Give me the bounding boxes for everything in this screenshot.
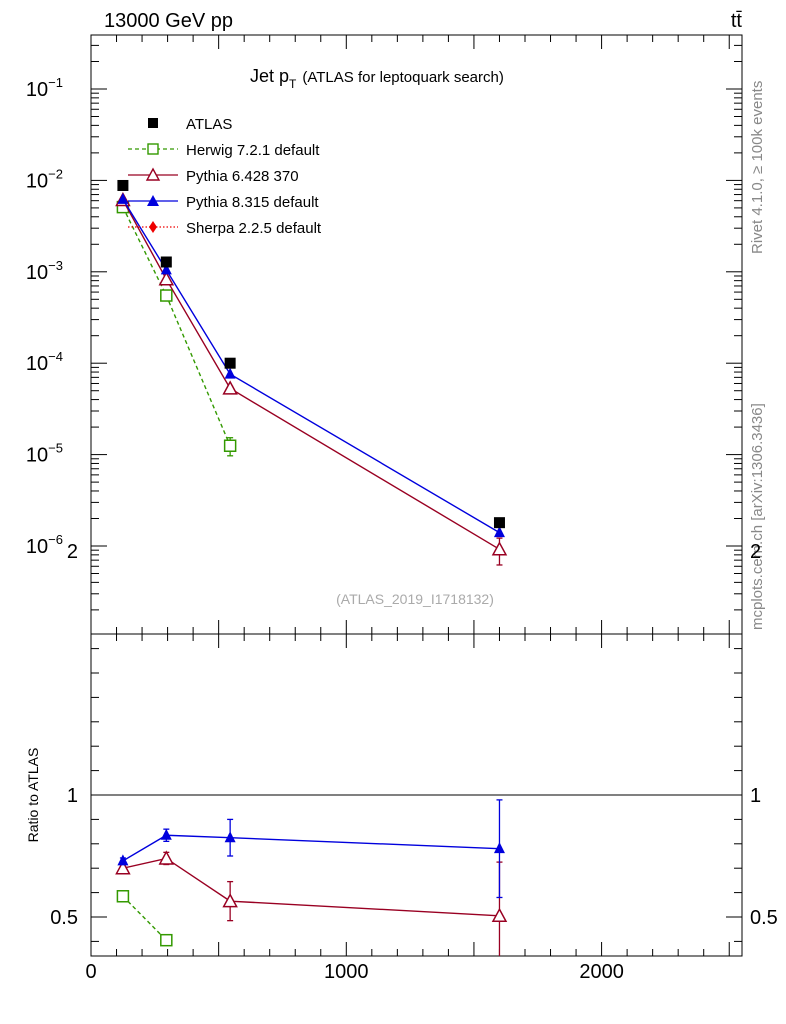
legend-label-sherpa: Sherpa 2.2.5 default xyxy=(186,220,322,237)
x-tick-label: 0 xyxy=(85,961,96,983)
y-tick-label-base: 10 xyxy=(26,353,48,375)
series-pythia-6-428-370 xyxy=(115,191,508,566)
data-point xyxy=(160,263,172,275)
data-point xyxy=(116,890,130,903)
x-tick-label: 1000 xyxy=(324,961,369,983)
ratio-ticks xyxy=(90,634,742,956)
legend-label-pythia8: Pythia 8.315 default xyxy=(186,194,319,211)
series-pythia-8-315-default xyxy=(117,192,505,538)
main-series xyxy=(115,179,508,566)
mcplots-label: mcplots.cern.ch [arXiv:1306.3436] xyxy=(749,403,766,630)
legend-marker-herwig xyxy=(147,143,159,155)
series-herwig-7-2-1-default xyxy=(116,200,237,457)
x-tick-labels: 0 1000 2000 xyxy=(85,961,623,983)
data-point xyxy=(160,828,172,840)
energy-label: 13000 GeV pp xyxy=(104,10,233,32)
y-tick-label-exponent: −1 xyxy=(48,75,63,90)
data-point xyxy=(493,842,505,854)
legend-entry-pythia6: Pythia 6.428 370 xyxy=(128,167,299,185)
series-line xyxy=(122,199,500,534)
title-suffix: (ATLAS for leptoquark search) xyxy=(302,69,503,86)
y-tick-label-exponent: −5 xyxy=(48,441,63,456)
y-tick-label: 10−1 xyxy=(26,75,63,101)
x-tick-label: 2000 xyxy=(579,961,624,983)
y-tick-label: 10−3 xyxy=(26,258,63,284)
ratio-y-tick-label-right: 0.5 xyxy=(750,907,778,929)
y-tick-label-exponent: −3 xyxy=(48,258,63,273)
title-main: Jet p xyxy=(250,66,289,86)
series-line xyxy=(122,199,500,550)
y-tick-label-base: 10 xyxy=(26,79,48,101)
process-label: tt̄ xyxy=(731,10,743,32)
series-herwig-7-2-1-default xyxy=(116,890,173,947)
main-y-tick-labels: 10−110−210−310−410−510−6 xyxy=(26,75,63,558)
data-point xyxy=(158,850,175,865)
data-point xyxy=(158,271,175,286)
legend-marker-atlas xyxy=(148,118,158,128)
data-point xyxy=(223,439,237,452)
analysis-watermark: (ATLAS_2019_I1718132) xyxy=(336,591,494,607)
data-point xyxy=(222,380,238,395)
legend-entry-atlas: ATLAS xyxy=(148,116,232,133)
y-tick-label: 10−2 xyxy=(26,166,63,192)
legend-label-atlas: ATLAS xyxy=(186,116,232,133)
series-line xyxy=(122,206,231,447)
data-point xyxy=(224,357,236,369)
series-pythia-6-428-370 xyxy=(115,850,508,956)
y-tick-label-base: 10 xyxy=(26,445,48,467)
legend-marker-pythia8 xyxy=(147,195,159,206)
data-point xyxy=(491,541,508,556)
chart-title: Jet pT (ATLAS for leptoquark search) xyxy=(250,66,504,91)
y-tick-label-exponent: −2 xyxy=(48,166,63,181)
legend-entry-sherpa: Sherpa 2.2.5 default xyxy=(128,220,322,237)
series-atlas xyxy=(117,179,505,529)
series-line xyxy=(122,834,500,862)
data-point xyxy=(117,854,129,866)
ratio-series xyxy=(115,799,508,956)
y-tick-label-base: 10 xyxy=(26,262,48,284)
y-tick-label: 10−5 xyxy=(26,441,63,467)
rivet-label: Rivet 4.1.0, ≥ 100k events xyxy=(749,81,766,254)
data-point xyxy=(224,831,236,843)
data-point xyxy=(115,860,131,875)
main-ticks xyxy=(90,35,742,634)
ratio-tick-labels: 0.5 0.5 1 1 2 2 xyxy=(50,541,778,929)
legend-label-pythia6: Pythia 6.428 370 xyxy=(186,168,299,185)
y-tick-label-base: 10 xyxy=(26,170,48,192)
series-line xyxy=(122,857,500,917)
legend-entry-herwig: Herwig 7.2.1 default xyxy=(128,142,320,159)
ratio-y-tick-label-right: 1 xyxy=(750,785,761,807)
data-point xyxy=(222,893,238,908)
data-point xyxy=(160,933,173,947)
ratio-y-tick-label-right: 2 xyxy=(750,541,761,563)
ratio-y-tick-label: 1 xyxy=(67,785,78,807)
data-point xyxy=(493,517,505,529)
legend: ATLAS Herwig 7.2.1 default Pythia 6.428 … xyxy=(128,116,322,237)
ratio-y-tick-label: 2 xyxy=(67,541,78,563)
y-tick-label: 10−4 xyxy=(26,349,63,375)
data-point xyxy=(493,526,505,538)
y-tick-label-exponent: −6 xyxy=(48,532,63,547)
legend-marker-pythia6 xyxy=(145,167,161,181)
data-point xyxy=(491,907,508,923)
legend-marker-sherpa xyxy=(149,221,157,233)
data-point xyxy=(224,367,236,379)
main-panel: 10−110−210−310−410−510−6 Jet pT (ATLAS fo… xyxy=(26,34,743,635)
series-line xyxy=(122,895,167,941)
legend-label-herwig: Herwig 7.2.1 default xyxy=(186,142,320,159)
data-point xyxy=(117,192,129,204)
title-subscript: T xyxy=(289,77,297,91)
ratio-y-axis-label: Ratio to ATLAS xyxy=(25,748,41,843)
y-tick-label: 10−6 xyxy=(26,532,63,558)
data-point xyxy=(117,179,129,191)
series-pythia-8-315-default xyxy=(117,799,505,899)
ratio-panel: 0.5 0.5 1 1 2 2 0 1000 2000 Ratio to ATLAS xyxy=(25,541,778,983)
ratio-y-tick-label: 0.5 xyxy=(50,907,78,929)
data-point xyxy=(160,289,173,302)
legend-entry-pythia8: Pythia 8.315 default xyxy=(128,194,319,211)
data-point xyxy=(160,256,172,268)
y-tick-label-exponent: −4 xyxy=(48,349,63,364)
y-tick-label-base: 10 xyxy=(26,536,48,558)
